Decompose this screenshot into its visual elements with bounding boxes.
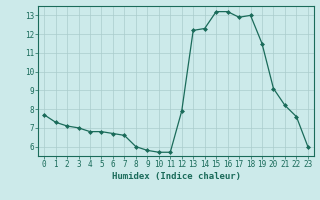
X-axis label: Humidex (Indice chaleur): Humidex (Indice chaleur) xyxy=(111,172,241,181)
